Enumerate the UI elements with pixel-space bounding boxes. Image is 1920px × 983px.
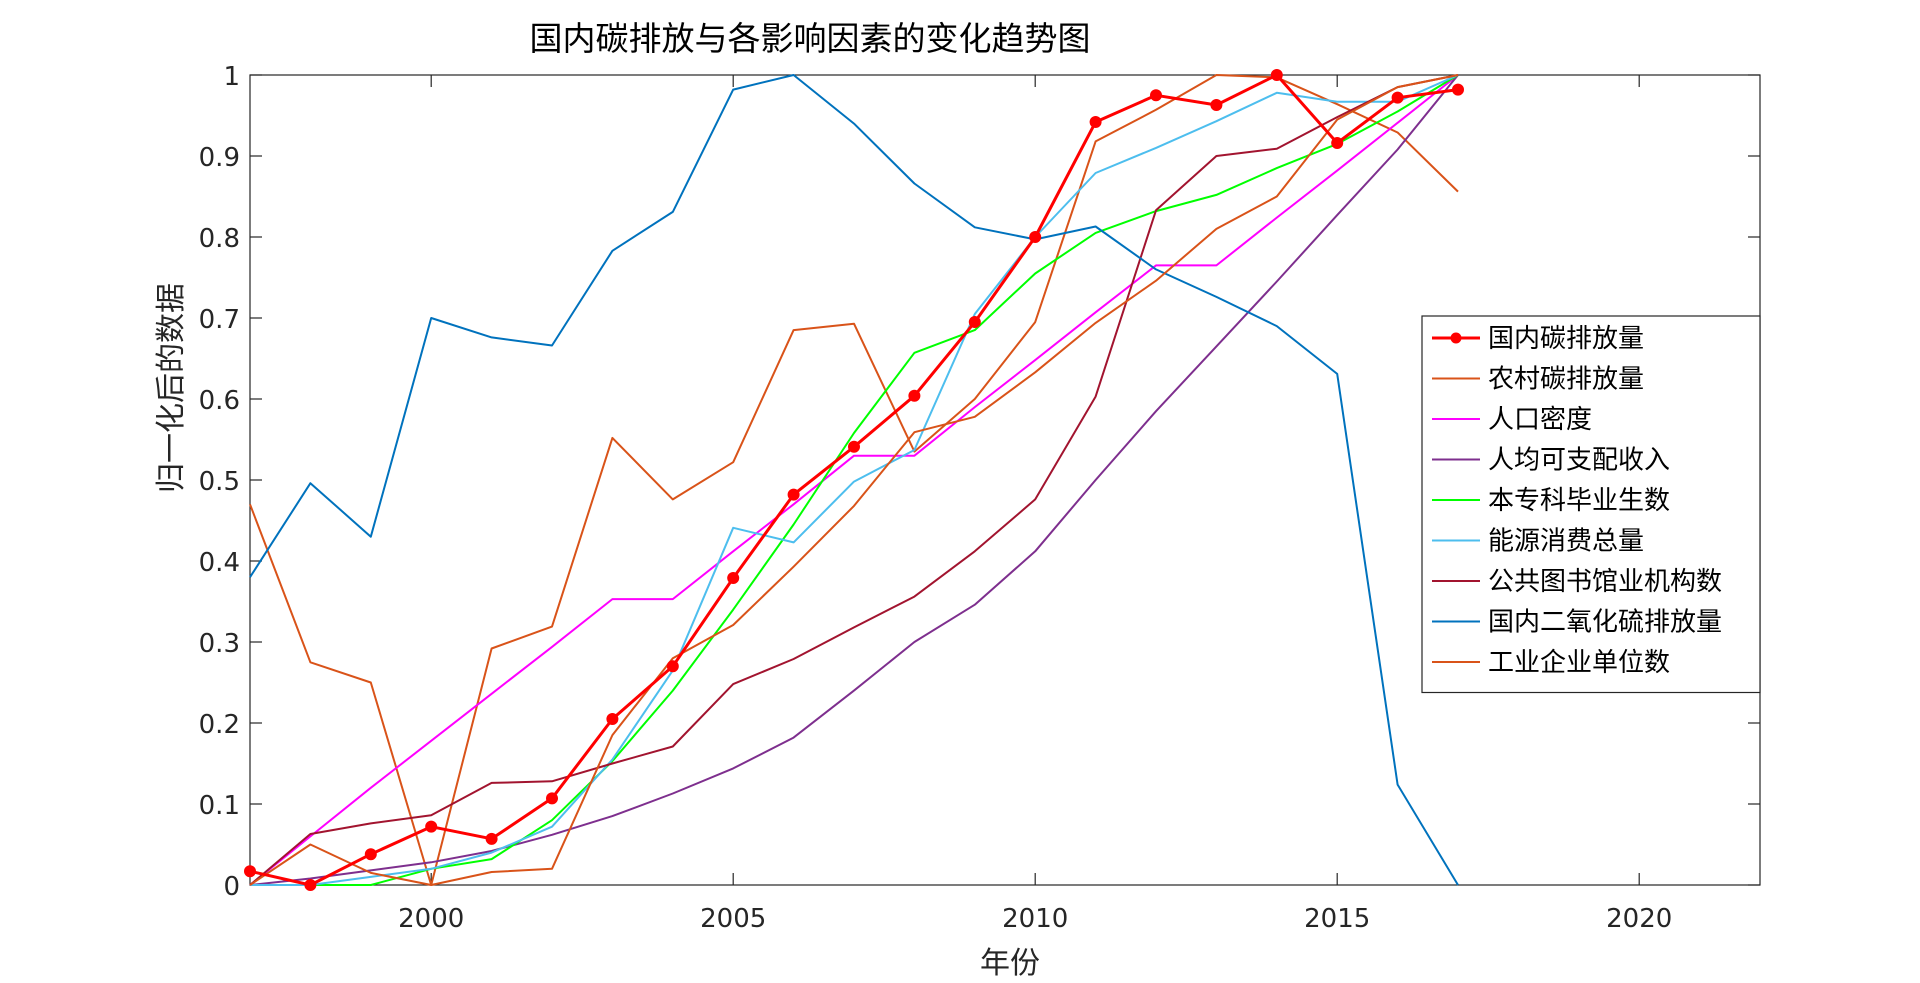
data-point bbox=[1391, 91, 1404, 104]
data-point bbox=[1089, 115, 1102, 128]
data-point bbox=[244, 865, 256, 878]
series-lines bbox=[244, 69, 1464, 891]
y-axis-title: 归一化后的数据 bbox=[154, 283, 189, 493]
y-tick-label: 0 bbox=[223, 872, 240, 902]
x-tick-label: 2010 bbox=[1002, 904, 1068, 934]
x-tick-label: 2020 bbox=[1606, 904, 1672, 934]
legend-label: 农村碳排放量 bbox=[1488, 365, 1644, 395]
y-tick-label: 0.9 bbox=[199, 143, 240, 173]
data-point bbox=[1210, 98, 1223, 111]
legend-label: 工业企业单位数 bbox=[1488, 648, 1670, 678]
data-point bbox=[364, 848, 377, 861]
data-point bbox=[1270, 69, 1283, 81]
x-tick-label: 2005 bbox=[700, 904, 766, 934]
data-point bbox=[425, 820, 438, 833]
x-tick-label: 2015 bbox=[1304, 904, 1370, 934]
series-line bbox=[250, 74, 1459, 886]
legend-marker bbox=[1450, 332, 1462, 344]
data-point bbox=[1331, 137, 1344, 150]
x-tick-label: 2000 bbox=[398, 904, 464, 934]
series-line bbox=[250, 74, 1459, 886]
y-tick-label: 1 bbox=[223, 62, 240, 92]
legend: 国内碳排放量农村碳排放量人口密度人均可支配收入本专科毕业生数能源消费总量公共图书… bbox=[1421, 315, 1761, 694]
y-tick-label: 0.8 bbox=[199, 224, 240, 254]
y-tick-label: 0.5 bbox=[199, 467, 240, 497]
legend-label: 本专科毕业生数 bbox=[1488, 486, 1670, 516]
legend-label: 人口密度 bbox=[1488, 405, 1592, 435]
data-point bbox=[1452, 83, 1464, 96]
data-point bbox=[304, 879, 317, 891]
data-point bbox=[485, 832, 498, 845]
data-point bbox=[968, 316, 981, 329]
data-point bbox=[727, 572, 740, 585]
series-line bbox=[249, 74, 1459, 886]
legend-label: 能源消费总量 bbox=[1488, 527, 1644, 557]
legend-label: 国内二氧化硫排放量 bbox=[1488, 608, 1722, 638]
series-line bbox=[249, 74, 1459, 886]
data-point bbox=[666, 660, 679, 673]
x-axis-title: 年份 bbox=[980, 946, 1040, 981]
legend-label: 人均可支配收入 bbox=[1488, 446, 1670, 476]
data-point bbox=[1150, 89, 1162, 102]
series-line bbox=[249, 74, 1459, 886]
legend-label: 公共图书馆业机构数 bbox=[1488, 567, 1722, 597]
y-tick-label: 0.4 bbox=[199, 548, 240, 578]
y-tick-label: 0.7 bbox=[199, 305, 240, 335]
y-tick-label: 0.6 bbox=[199, 386, 240, 416]
series-line bbox=[249, 74, 1459, 886]
data-point bbox=[908, 389, 921, 402]
data-point bbox=[546, 792, 558, 805]
data-point bbox=[1029, 231, 1042, 243]
series-line bbox=[249, 74, 1459, 886]
data-point bbox=[848, 440, 860, 453]
legend-label: 国内碳排放量 bbox=[1488, 324, 1644, 354]
data-point bbox=[787, 488, 800, 501]
axes: 2000 2005 2010 2015 2020 0 0.1 0.2 0.3 0.4 0.5 0.6 0… bbox=[199, 62, 1761, 934]
data-point bbox=[606, 712, 619, 725]
series-line bbox=[249, 74, 1459, 886]
chart-title: 国内碳排放与各影响因素的变化趋势图 bbox=[530, 19, 1091, 58]
y-tick-label: 0.1 bbox=[199, 791, 240, 821]
y-tick-label: 0.3 bbox=[199, 629, 240, 659]
y-tick-label: 0.2 bbox=[199, 710, 240, 740]
